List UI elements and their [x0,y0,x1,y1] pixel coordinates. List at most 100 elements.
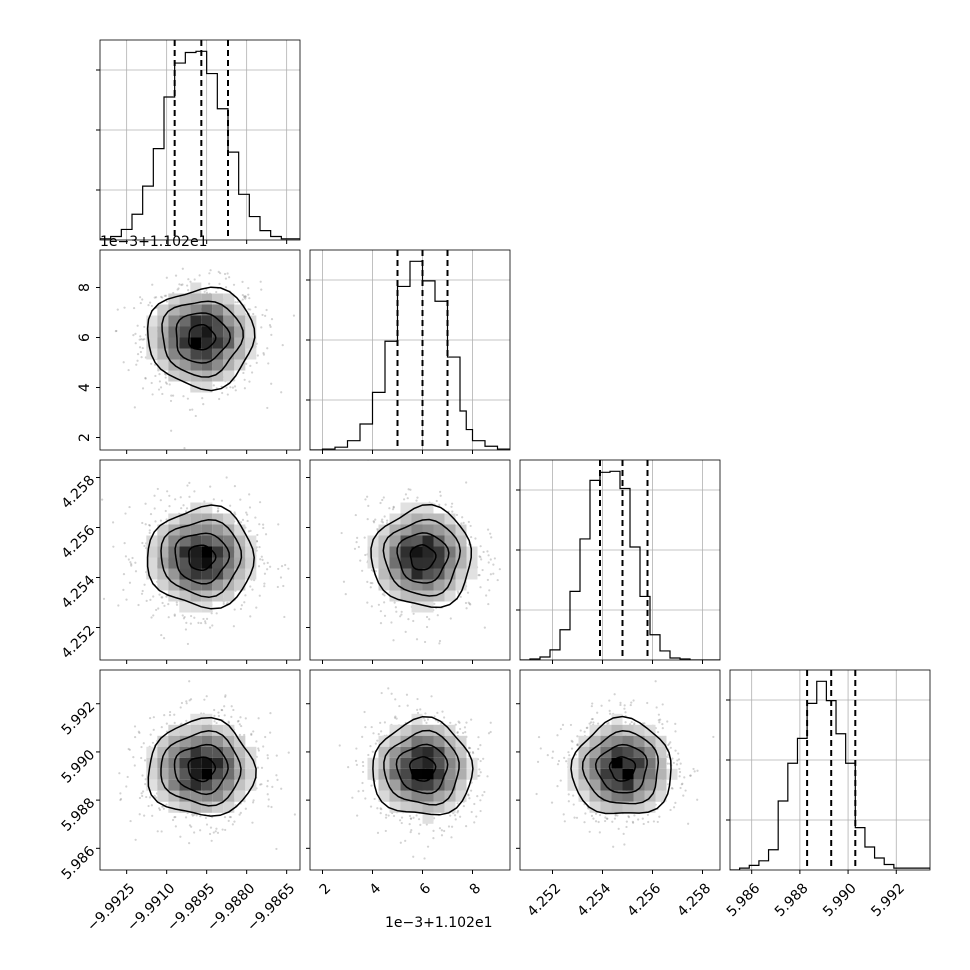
density-cell [422,579,434,591]
density-cell [389,513,401,525]
scatter-point [167,616,170,619]
scatter-point [164,373,167,376]
scatter-point [215,827,218,830]
scatter-point [118,772,121,775]
scatter-point [486,550,489,553]
scatter-point [201,396,204,400]
scatter-point [400,821,403,825]
scatter-point [459,815,462,818]
scatter-point [168,494,171,497]
scatter-point [438,827,442,830]
scatter-point [212,384,215,387]
scatter-point [233,820,236,823]
scatter-point [387,687,390,690]
scatter-point [157,388,161,391]
density-cell [234,568,246,580]
density-cell [234,546,246,558]
density-cell [212,337,224,349]
scatter-point [154,296,158,299]
scatter-point [130,563,133,566]
scatter-point [248,380,251,383]
scatter-point [148,301,152,304]
density-cell [389,557,401,569]
density-cell [444,579,456,591]
scatter-point [424,712,427,715]
density-cell [201,381,213,393]
scatter-point [178,283,181,286]
density-cell [245,535,257,547]
scatter-point [141,794,144,798]
density-cell [190,568,202,580]
density-cell [223,293,235,305]
scatter-point [267,805,270,808]
hist-panel-1 [306,249,511,454]
scatter-point [479,799,482,802]
scatter-point [210,612,213,615]
scatter-point [249,529,252,532]
scatter-point [151,741,155,744]
scatter-point [234,513,237,516]
scatter-point [470,810,473,814]
scatter-point [486,528,490,531]
scatter-point [326,792,328,794]
density-cell [389,568,401,580]
scatter-point [369,586,372,589]
scatter-point [399,841,402,844]
scatter-point [366,495,369,498]
scatter-point [243,387,246,390]
scatter-point [140,356,143,359]
scatter-point [241,518,245,521]
scatter-point [163,604,166,607]
density-cell [444,546,456,558]
scatter-point [433,602,436,605]
scatter-point [143,759,147,762]
scatter-point [255,540,259,543]
scatter-point [470,535,473,539]
scatter-point [489,721,492,724]
scatter-point [450,836,453,839]
density-cell [422,557,434,569]
scatter-point [372,521,376,524]
scatter-point [276,585,279,589]
scatter-point [395,610,398,613]
density-cell [444,535,456,547]
scatter-point [404,493,408,496]
scatter-point [354,513,357,517]
scatter-point [469,789,473,792]
scatter-point [124,512,127,515]
scatter-point [379,812,382,815]
scatter-point [166,490,169,493]
density-cell [201,293,213,305]
scatter-point [379,807,382,810]
density-cell [400,535,412,547]
scatter-point [133,406,136,409]
scatter-point [162,637,166,640]
density-cell [212,568,224,580]
scatter-point [147,304,150,307]
scatter-point [458,721,461,724]
scatter-point [111,521,115,524]
scatter-point [486,775,489,778]
scatter-point [255,361,258,364]
density-cell [234,359,246,371]
scatter-point [359,559,362,562]
scatter-point [154,374,157,378]
scatter-point [244,295,247,298]
density-cell [411,590,423,602]
scatter-point [430,695,433,698]
density-cell [190,579,202,591]
scatter-point [385,522,389,525]
scatter-point [483,626,486,629]
scatter-point [199,829,202,832]
scatter-point [444,503,447,506]
scatter-point [255,740,258,743]
scatter-point [128,581,132,584]
scatter-point [158,593,161,596]
scatter-point [134,342,137,345]
density-cell [168,304,180,316]
density-cell [433,546,445,558]
scatter-point [119,792,122,795]
scatter-point [250,371,254,374]
density-cell [223,513,235,525]
density-cell [245,557,257,569]
